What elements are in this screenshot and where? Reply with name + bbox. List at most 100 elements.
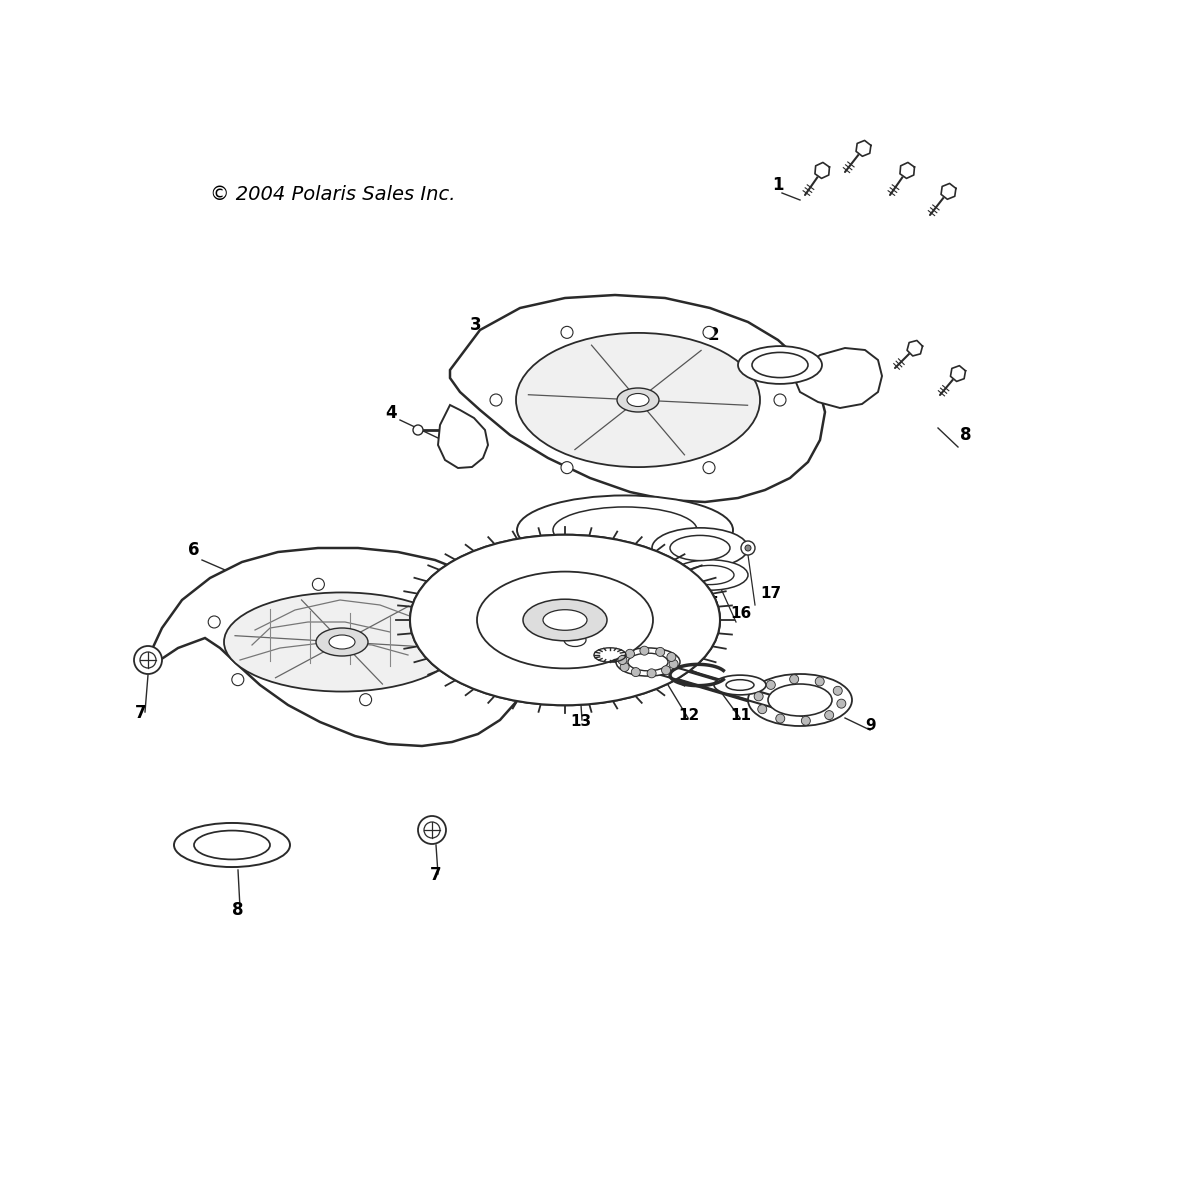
Text: 10: 10 — [781, 710, 801, 725]
Ellipse shape — [617, 647, 680, 676]
Text: 13: 13 — [570, 714, 592, 729]
Text: 15: 15 — [699, 596, 719, 611]
Ellipse shape — [481, 657, 569, 693]
Ellipse shape — [564, 633, 586, 646]
Polygon shape — [795, 348, 881, 407]
Polygon shape — [450, 295, 824, 503]
Circle shape — [745, 545, 751, 551]
Circle shape — [754, 691, 763, 701]
Circle shape — [776, 714, 785, 723]
Circle shape — [631, 668, 640, 677]
Circle shape — [666, 652, 676, 662]
Ellipse shape — [497, 664, 552, 687]
Circle shape — [775, 394, 786, 406]
Polygon shape — [901, 163, 915, 178]
Polygon shape — [950, 366, 966, 381]
Text: 14: 14 — [640, 646, 663, 664]
Ellipse shape — [410, 535, 720, 706]
Polygon shape — [857, 140, 871, 157]
Circle shape — [836, 700, 846, 708]
Ellipse shape — [617, 388, 659, 412]
Text: 1: 1 — [772, 176, 784, 194]
Ellipse shape — [652, 527, 748, 568]
Text: 2: 2 — [708, 326, 720, 345]
Ellipse shape — [738, 346, 822, 384]
Circle shape — [489, 394, 503, 406]
Circle shape — [424, 822, 440, 838]
Polygon shape — [148, 548, 527, 746]
Text: 17: 17 — [760, 586, 782, 601]
Polygon shape — [908, 341, 923, 356]
Ellipse shape — [627, 393, 649, 406]
Circle shape — [824, 710, 834, 720]
Ellipse shape — [472, 621, 568, 659]
Circle shape — [561, 327, 573, 339]
Polygon shape — [492, 600, 605, 670]
Text: 16: 16 — [729, 606, 751, 621]
Circle shape — [418, 816, 446, 843]
Ellipse shape — [516, 333, 760, 467]
Ellipse shape — [672, 560, 748, 590]
Ellipse shape — [748, 674, 852, 726]
Ellipse shape — [767, 684, 832, 716]
Text: 12: 12 — [678, 708, 700, 723]
Text: 6: 6 — [188, 541, 200, 560]
Text: 5: 5 — [335, 574, 347, 592]
Circle shape — [463, 656, 476, 668]
Circle shape — [656, 647, 665, 657]
Circle shape — [561, 462, 573, 474]
Circle shape — [312, 579, 324, 590]
Ellipse shape — [552, 507, 697, 554]
Polygon shape — [815, 163, 829, 178]
Circle shape — [232, 674, 244, 685]
Ellipse shape — [752, 353, 808, 378]
Text: 8: 8 — [960, 426, 972, 444]
Text: 8: 8 — [232, 901, 244, 920]
Ellipse shape — [523, 599, 607, 640]
Circle shape — [647, 669, 656, 678]
Circle shape — [741, 541, 756, 555]
Ellipse shape — [173, 823, 290, 867]
Ellipse shape — [517, 495, 733, 564]
Ellipse shape — [554, 628, 596, 652]
Circle shape — [208, 615, 220, 628]
Circle shape — [134, 646, 162, 674]
Ellipse shape — [685, 565, 734, 584]
Text: © 2004 Polaris Sales Inc.: © 2004 Polaris Sales Inc. — [210, 185, 455, 204]
Circle shape — [618, 656, 627, 664]
Circle shape — [669, 659, 678, 669]
Ellipse shape — [329, 636, 355, 649]
Text: 4: 4 — [385, 404, 397, 422]
Circle shape — [703, 462, 715, 474]
Circle shape — [640, 646, 649, 655]
Circle shape — [790, 675, 798, 684]
Circle shape — [766, 681, 776, 689]
Circle shape — [703, 327, 715, 339]
Ellipse shape — [316, 628, 368, 656]
Ellipse shape — [670, 536, 729, 561]
Circle shape — [413, 425, 423, 435]
Text: 3: 3 — [470, 316, 481, 334]
Text: 11: 11 — [729, 708, 751, 723]
Circle shape — [625, 650, 634, 658]
Ellipse shape — [478, 571, 653, 669]
Text: 7: 7 — [430, 866, 442, 884]
Circle shape — [360, 694, 372, 706]
Ellipse shape — [194, 830, 270, 859]
Text: 7: 7 — [135, 704, 146, 722]
Ellipse shape — [628, 653, 668, 671]
Ellipse shape — [726, 680, 754, 690]
Ellipse shape — [410, 535, 720, 706]
Circle shape — [815, 677, 824, 685]
Circle shape — [833, 687, 842, 695]
Polygon shape — [438, 405, 488, 468]
Circle shape — [140, 652, 156, 668]
Circle shape — [662, 665, 670, 675]
Text: 9: 9 — [865, 718, 876, 733]
Ellipse shape — [489, 628, 550, 652]
Circle shape — [802, 716, 810, 726]
Ellipse shape — [543, 609, 587, 631]
Circle shape — [758, 704, 766, 714]
Circle shape — [441, 599, 453, 611]
Ellipse shape — [225, 593, 460, 691]
